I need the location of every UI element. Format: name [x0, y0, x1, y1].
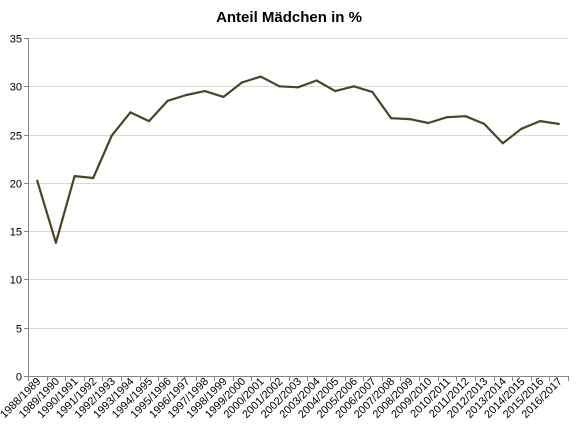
- data-point: [147, 120, 151, 123]
- y-tick-label: 25: [10, 131, 22, 143]
- data-point: [92, 176, 95, 180]
- x-axis: 1988/19891989/19901990/19911991/19921992…: [0, 376, 569, 421]
- plot-area: [36, 75, 560, 244]
- data-point: [166, 99, 169, 102]
- series-line: [36, 75, 560, 244]
- data-point: [203, 90, 206, 93]
- y-tick-label: 35: [10, 34, 22, 46]
- data-point: [334, 90, 337, 93]
- data-point: [371, 91, 374, 94]
- y-tick-label: 30: [10, 82, 22, 94]
- y-tick-label: 5: [16, 324, 22, 336]
- chart-title: Anteil Mädchen in %: [216, 9, 362, 26]
- data-point: [185, 93, 188, 97]
- data-point: [539, 120, 542, 123]
- data-point: [278, 85, 281, 88]
- data-point: [445, 116, 449, 119]
- data-point: [259, 75, 262, 78]
- y-tick-label: 20: [10, 179, 22, 191]
- data-point: [36, 179, 39, 182]
- data-point: [464, 115, 467, 118]
- data-point: [427, 121, 430, 125]
- data-point: [520, 127, 523, 130]
- data-point: [315, 79, 318, 82]
- y-tick-label: 15: [10, 227, 22, 239]
- gridlines: [28, 38, 568, 329]
- data-point: [241, 81, 244, 84]
- data-point: [557, 122, 560, 125]
- data-point: [73, 175, 76, 178]
- data-point: [129, 111, 132, 114]
- data-point: [408, 118, 411, 121]
- data-point: [110, 134, 113, 137]
- data-point: [54, 241, 58, 244]
- data-point: [222, 95, 225, 98]
- y-tick-label: 0: [16, 372, 22, 384]
- y-axis: 0 5 10 15 20 25 30 35: [10, 34, 29, 384]
- data-point: [390, 117, 393, 120]
- data-point: [352, 85, 355, 88]
- data-point: [296, 86, 300, 89]
- data-point: [483, 122, 486, 125]
- data-point: [501, 142, 504, 145]
- y-tick-label: 10: [10, 275, 22, 287]
